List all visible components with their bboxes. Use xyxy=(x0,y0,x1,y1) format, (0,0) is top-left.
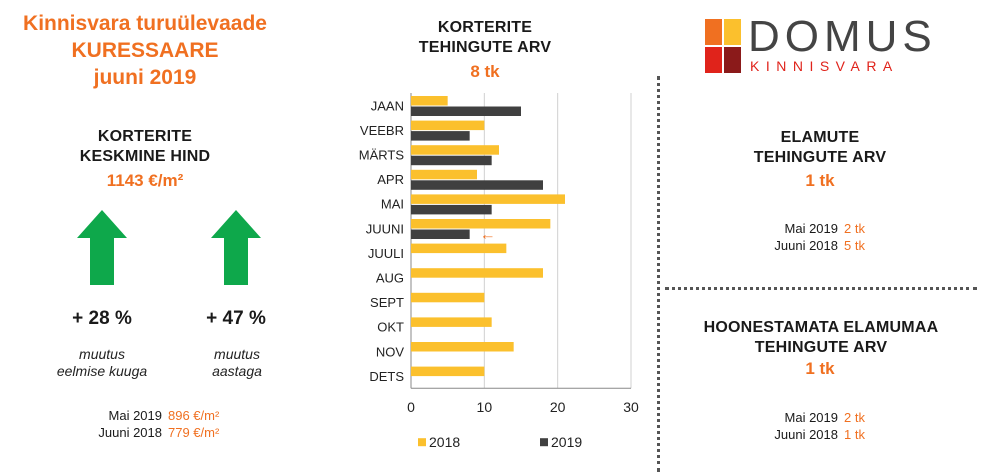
cmp-value: 2 tk xyxy=(844,410,865,425)
bar-2018-mai xyxy=(411,194,565,204)
avg-price-cmp-row: Mai 2019 896 €/m² xyxy=(60,407,290,424)
domus-logo-subtitle: KINNISVARA xyxy=(750,58,899,74)
change-month-value: + 28 % xyxy=(72,308,132,329)
change-year-caption-line2: aastaga xyxy=(212,363,262,379)
change-month-caption-line2: eelmise kuuga xyxy=(56,363,148,379)
bar-2018-veebr xyxy=(411,120,485,131)
houses-title-line2: TEHINGUTE ARV xyxy=(753,149,887,166)
category-label: AUG xyxy=(376,271,404,286)
category-label: APR xyxy=(377,172,404,187)
domus-logo: DOMUS KINNISVARA xyxy=(700,12,960,78)
arrow-up-year-icon xyxy=(211,210,261,285)
bar-2019-apr xyxy=(411,180,543,190)
houses-cmp-row: Juuni 2018 5 tk xyxy=(730,237,950,254)
apartments-title-line1: KORTERITE xyxy=(437,19,533,36)
bar-2019-juuni xyxy=(411,229,470,239)
apartments-value: 8 tk xyxy=(470,62,500,81)
bar-2018-aug xyxy=(411,268,543,278)
category-label: MAI xyxy=(381,197,404,212)
category-label: JUUNI xyxy=(366,221,404,236)
cmp-label: Mai 2019 xyxy=(108,408,162,423)
bar-2018-nov xyxy=(411,342,514,352)
category-label: JAAN xyxy=(371,98,404,113)
avg-price-title-line1: KORTERITE xyxy=(97,128,193,145)
change-month-caption-line1: muutus xyxy=(79,346,125,362)
category-label: DETS xyxy=(369,369,404,384)
cmp-label: Juuni 2018 xyxy=(774,238,838,253)
bar-2018-juuli xyxy=(411,243,507,254)
annotation-arrow-icon: ← xyxy=(480,226,496,243)
bar-2018-märts xyxy=(411,145,499,155)
cmp-value: 2 tk xyxy=(844,221,865,236)
bar-2019-märts xyxy=(411,155,492,166)
legend-label: 2019 xyxy=(551,434,582,450)
x-tick-label: 30 xyxy=(623,399,639,415)
title-line2: KURESSAARE xyxy=(71,39,219,62)
change-year-caption-line1: muutus xyxy=(214,346,260,362)
houses-cmp-row: Mai 2019 2 tk xyxy=(730,220,950,237)
category-label: NOV xyxy=(376,344,405,359)
category-label: OKT xyxy=(377,320,404,335)
report-title: Kinnisvara turuülevaade KURESSAARE juuni… xyxy=(0,10,290,91)
category-label: JUULI xyxy=(368,246,404,261)
avg-price-cmp-row: Juuni 2018 779 €/m² xyxy=(60,424,290,441)
horizontal-divider xyxy=(665,287,977,290)
land-title: HOONESTAMATA ELAMUMAA TEHINGUTE ARV xyxy=(672,318,970,358)
bar-2018-sept xyxy=(411,292,485,303)
cmp-value: 1 tk xyxy=(844,427,865,442)
category-label: MÄRTS xyxy=(359,148,405,163)
x-tick-label: 20 xyxy=(550,399,566,415)
avg-price-comparisons: Mai 2019 896 €/m² Juuni 2018 779 €/m² xyxy=(60,407,290,441)
houses-title-line1: ELAMUTE xyxy=(780,129,860,146)
cmp-value: 896 €/m² xyxy=(168,408,220,423)
houses-value: 1 tk xyxy=(805,171,835,190)
legend-label: 2018 xyxy=(429,434,460,450)
bar-2019-mai xyxy=(411,204,492,215)
domus-logo-text: DOMUS xyxy=(748,12,937,61)
change-year-caption: muutus aastaga xyxy=(170,346,304,380)
bar-2018-jaan xyxy=(411,96,448,106)
legend-swatch-2018 xyxy=(418,438,426,447)
cmp-value: 779 €/m² xyxy=(168,425,220,440)
legend-swatch-2019 xyxy=(540,438,548,447)
bar-2018-dets xyxy=(411,366,485,377)
cmp-label: Mai 2019 xyxy=(784,221,838,236)
arrow-up-month-icon xyxy=(77,210,127,285)
bar-2018-okt xyxy=(411,317,492,327)
houses-comparisons: Mai 2019 2 tk Juuni 2018 5 tk xyxy=(730,220,950,254)
cmp-label: Juuni 2018 xyxy=(774,427,838,442)
bar-2018-apr xyxy=(411,169,477,180)
x-tick-label: 0 xyxy=(407,399,415,415)
bar-2019-jaan xyxy=(411,106,521,116)
cmp-label: Mai 2019 xyxy=(784,410,838,425)
change-year-value: + 47 % xyxy=(206,308,266,329)
bar-2018-juuni xyxy=(411,219,551,229)
title-line1: Kinnisvara turuülevaade xyxy=(23,12,267,35)
category-label: SEPT xyxy=(370,295,404,310)
houses-title: ELAMUTE TEHINGUTE ARV xyxy=(700,128,940,168)
land-value: 1 tk xyxy=(805,359,835,378)
avg-price-title: KORTERITE KESKMINE HIND xyxy=(40,127,250,167)
apartments-bar-chart: JAAN VEEBR MÄRTS APR MAI JUUNI JUULI AUG SEPT OKT… xyxy=(359,93,639,450)
apartments-title-line2: TEHINGUTE ARV xyxy=(418,39,552,56)
bar-2019-veebr xyxy=(411,131,470,141)
category-label: VEEBR xyxy=(360,123,404,138)
change-month-caption: muutus eelmise kuuga xyxy=(35,346,169,380)
cmp-label: Juuni 2018 xyxy=(98,425,162,440)
land-cmp-row: Juuni 2018 1 tk xyxy=(730,426,950,443)
avg-price-value: 1143 €/m² xyxy=(106,171,184,190)
land-title-line2: TEHINGUTE ARV xyxy=(754,339,888,356)
domus-logo-mark-icon xyxy=(705,19,741,73)
land-title-line1: HOONESTAMATA ELAMUMAA xyxy=(703,319,939,336)
avg-price-title-line2: KESKMINE HIND xyxy=(79,148,211,165)
land-comparisons: Mai 2019 2 tk Juuni 2018 1 tk xyxy=(730,409,950,443)
cmp-value: 5 tk xyxy=(844,238,865,253)
land-cmp-row: Mai 2019 2 tk xyxy=(730,409,950,426)
vertical-divider xyxy=(657,76,660,472)
x-tick-label: 10 xyxy=(477,399,493,415)
apartments-title: KORTERITE TEHINGUTE ARV xyxy=(400,18,570,58)
title-line3: juuni 2019 xyxy=(93,66,197,89)
